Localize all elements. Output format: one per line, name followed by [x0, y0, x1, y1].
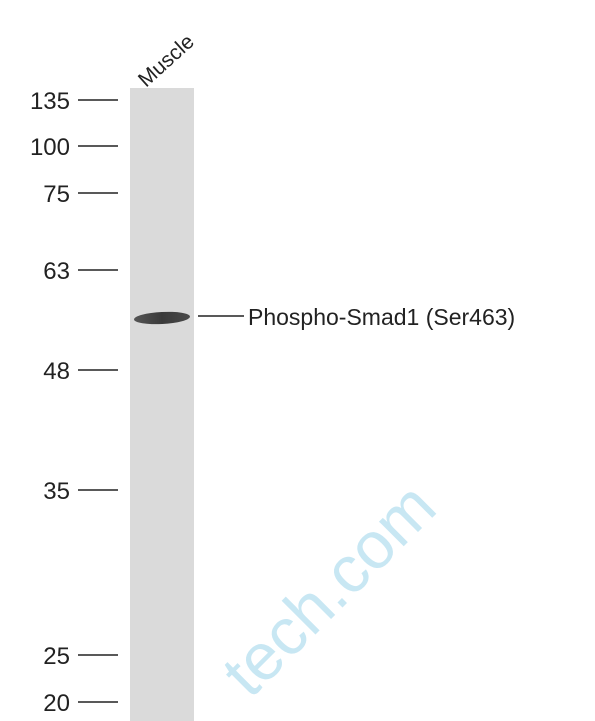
- marker-label: 135: [30, 88, 70, 115]
- marker-label: 20: [43, 690, 70, 717]
- lane-label: Muscle: [134, 30, 199, 92]
- marker-label: 75: [43, 181, 70, 208]
- blot-figure: Muscle Phospho-Smad1 (Ser463) tech.com 1…: [0, 0, 595, 721]
- band-label: Phospho-Smad1 (Ser463): [248, 304, 515, 330]
- blot-image: Muscle Phospho-Smad1 (Ser463) tech.com 1…: [0, 0, 595, 721]
- watermark: tech.com: [208, 468, 450, 710]
- marker-label: 63: [43, 258, 70, 285]
- marker-label: 48: [43, 358, 70, 385]
- marker-label: 25: [43, 643, 70, 670]
- marker-label: 100: [30, 134, 70, 161]
- marker-label: 35: [43, 478, 70, 505]
- lane: [130, 88, 194, 721]
